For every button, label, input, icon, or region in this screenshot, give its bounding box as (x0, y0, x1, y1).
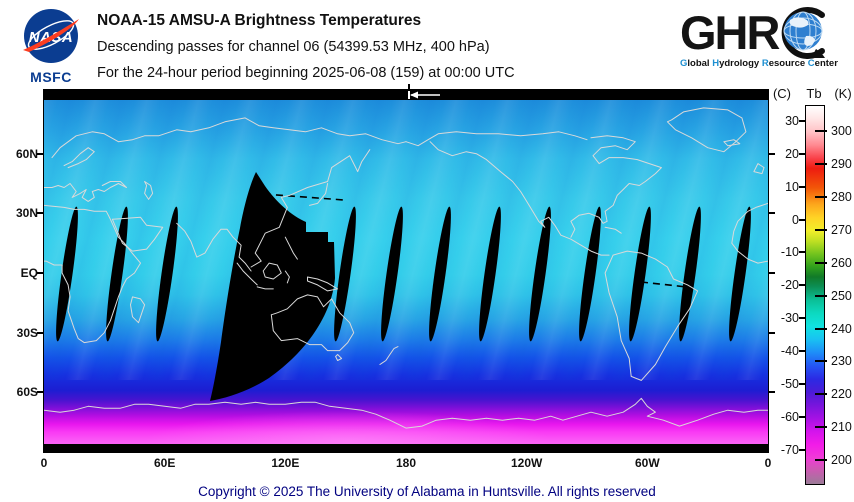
top-axis-tick-180 (408, 84, 410, 89)
cb-kelvin-300: 300 (831, 124, 852, 139)
bottom-no-data-strip (44, 444, 768, 452)
colorbar-tick (815, 327, 827, 330)
cb-celsius--20: -20 (780, 278, 799, 293)
cb-celsius-10: 10 (785, 179, 799, 194)
colorbar-tick (799, 448, 805, 451)
cb-kelvin-230: 230 (831, 354, 852, 369)
lat-tick (37, 272, 44, 274)
cb-celsius--50: -50 (780, 376, 799, 391)
nasa-msfc-logo: NASA MSFC (14, 8, 88, 85)
lon-label-120E: 120E (271, 456, 300, 470)
ghrc-globe-icon (782, 7, 826, 59)
colorbar-tick (799, 415, 805, 418)
lat-label-30S: 30S (16, 325, 38, 340)
colorbar-tick (799, 119, 805, 122)
lon-label-0: 0 (764, 456, 772, 470)
title-block: NOAA-15 AMSU-A Brightness Temperatures D… (97, 8, 515, 86)
lat-label-EQ: EQ (20, 266, 38, 280)
lat-tick (37, 331, 44, 334)
lat-tick (768, 391, 775, 394)
lat-tick (768, 272, 775, 274)
map-vector-overlay (44, 90, 768, 452)
colorbar-tick (815, 130, 827, 133)
colorbar-tick (815, 196, 827, 199)
cb-celsius--70: -70 (780, 442, 799, 457)
lat-tick (768, 331, 775, 334)
colorbar-tick (799, 251, 805, 254)
cb-celsius--60: -60 (780, 409, 799, 424)
subtitle-channel: Descending passes for channel 06 (54399.… (97, 39, 490, 55)
colorbar-tick (799, 152, 805, 155)
lat-label-60N: 60N (15, 146, 38, 161)
cb-kelvin-240: 240 (831, 321, 852, 336)
coastlines (44, 107, 768, 429)
top-no-data-strip (44, 90, 768, 100)
lat-tick (37, 391, 44, 394)
lat-tick (768, 212, 775, 215)
copyright-text: Copyright © 2025 The University of Alaba… (198, 484, 656, 499)
cb-celsius--10: -10 (780, 245, 799, 260)
colorbar-tick (815, 261, 827, 264)
colorbar-tick (799, 317, 805, 320)
colorbar-tick (815, 426, 827, 429)
cb-celsius--30: -30 (780, 311, 799, 326)
colorbar-tick (815, 228, 827, 231)
subtitle-period: For the 24-hour period beginning 2025-06… (97, 65, 515, 81)
cb-celsius-30: 30 (785, 113, 799, 128)
cb-kelvin-290: 290 (831, 157, 852, 172)
colorbar-tick (815, 393, 827, 396)
cb-kelvin-250: 250 (831, 288, 852, 303)
lon-label-120W: 120W (510, 456, 543, 470)
page-title: NOAA-15 AMSU-A Brightness Temperatures (97, 12, 422, 29)
cb-kelvin-200: 200 (831, 452, 852, 467)
msfc-label: MSFC (30, 69, 72, 85)
colorbar-tick (799, 185, 805, 188)
lat-tick (37, 212, 44, 215)
cb-kelvin-210: 210 (831, 420, 852, 435)
colorbar-title-celsius: (C) (772, 86, 792, 101)
colorbar-tick (799, 284, 805, 287)
colorbar-title-tb: Tb (806, 86, 822, 101)
lon-label-180: 180 (395, 456, 417, 470)
cb-celsius-0: 0 (792, 212, 799, 227)
colorbar-tick (815, 360, 827, 363)
ghrc-tagline: Global Hydrology Resource Center (680, 58, 838, 69)
lat-label-60S: 60S (16, 385, 38, 400)
pass-start-arrow-icon (408, 91, 440, 99)
lat-label-30N: 30N (15, 206, 38, 221)
ghrc-logo: GHR Global Hydrology Resource Center (680, 4, 846, 69)
colorbar-tick (799, 350, 805, 353)
ghrc-letters: GHR (680, 6, 780, 59)
orbit-gap-shapes (56, 172, 751, 401)
nasa-meatball-icon: NASA (23, 9, 79, 63)
colorbar-tick (815, 294, 827, 297)
colorbar-tick (799, 218, 805, 221)
lon-label-0: 0 (40, 456, 48, 470)
cb-kelvin-220: 220 (831, 387, 852, 402)
cb-kelvin-280: 280 (831, 190, 852, 205)
lon-label-60W: 60W (634, 456, 660, 470)
colorbar-tick (815, 163, 827, 166)
colorbar-tick (815, 458, 827, 461)
cb-celsius-20: 20 (785, 146, 799, 161)
cb-kelvin-260: 260 (831, 255, 852, 270)
lon-label-60E: 60E (153, 456, 176, 470)
lat-tick (768, 152, 775, 155)
cb-celsius--40: -40 (780, 344, 799, 359)
lat-tick (37, 152, 44, 155)
colorbar-tick (799, 382, 805, 385)
colorbar-title-kelvin: (K) (834, 86, 852, 101)
cb-kelvin-270: 270 (831, 222, 852, 237)
brightness-temperature-map (43, 89, 769, 453)
